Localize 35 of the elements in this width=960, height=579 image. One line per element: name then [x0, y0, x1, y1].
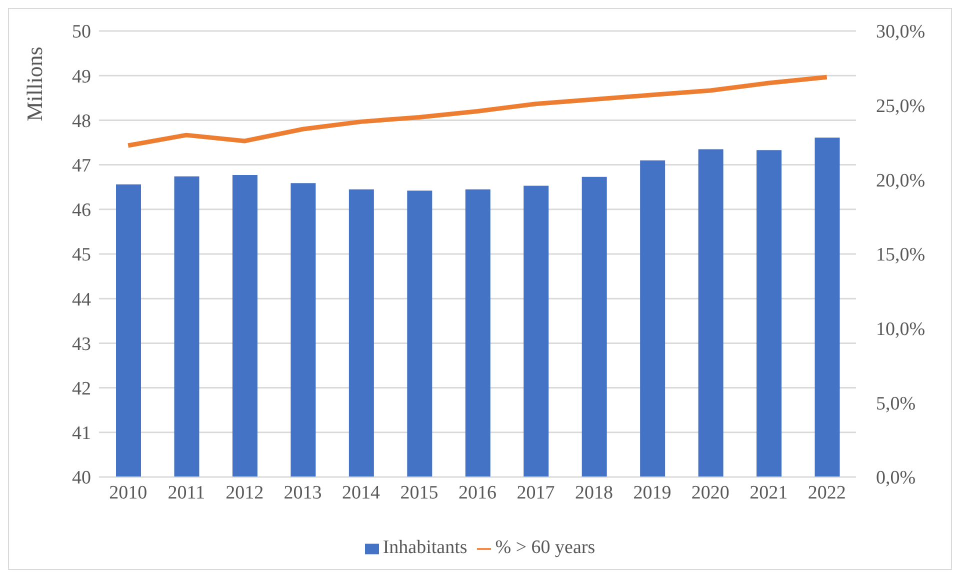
legend-label: % > 60 years	[495, 537, 596, 558]
y-tick-label: 43	[72, 334, 91, 355]
y-tick-label: 49	[72, 66, 91, 88]
y2-tick-label: 0,0%	[876, 468, 916, 489]
x-tick-label: 2011	[168, 482, 205, 504]
y-tick-label: 47	[72, 156, 91, 177]
x-tick-label: 2013	[284, 482, 322, 504]
x-tick-label: 2022	[808, 482, 846, 504]
y-tick-label: 45	[72, 244, 91, 266]
y-tick-label: 46	[72, 200, 91, 222]
y-tick-label: 42	[72, 378, 91, 400]
y-tick-label: 40	[72, 468, 91, 489]
y2-tick-label: 20,0%	[876, 170, 926, 192]
x-tick-label: 2019	[633, 482, 672, 504]
legend-label: Inhabitants	[382, 537, 468, 558]
x-tick-label: 2017	[516, 482, 555, 504]
line-series	[126, 74, 830, 148]
y2-tick-label: 15,0%	[876, 244, 926, 266]
x-tick-label: 2021	[750, 482, 788, 504]
x-tick-label: 2014	[342, 482, 381, 504]
y2-tick-label: 5,0%	[876, 393, 916, 414]
x-tick-label: 2016	[458, 482, 496, 504]
x-tick-label: 2018	[574, 482, 613, 504]
y2-tick-label: 30,0%	[876, 22, 926, 43]
y2-tick-label: 25,0%	[876, 96, 926, 118]
x-tick-label: 2010	[109, 482, 148, 504]
y-tick-label: 50	[72, 22, 91, 43]
y-tick-label: 48	[72, 110, 91, 132]
x-tick-label: 2012	[226, 482, 264, 504]
y2-tick-label: 10,0%	[876, 319, 926, 340]
y-tick-label: 41	[72, 423, 91, 444]
x-tick-label: 2020	[691, 482, 730, 504]
x-tick-label: 2015	[400, 482, 438, 504]
y-axis-title: Millions	[22, 46, 47, 122]
y-tick-label: 44	[72, 289, 92, 310]
